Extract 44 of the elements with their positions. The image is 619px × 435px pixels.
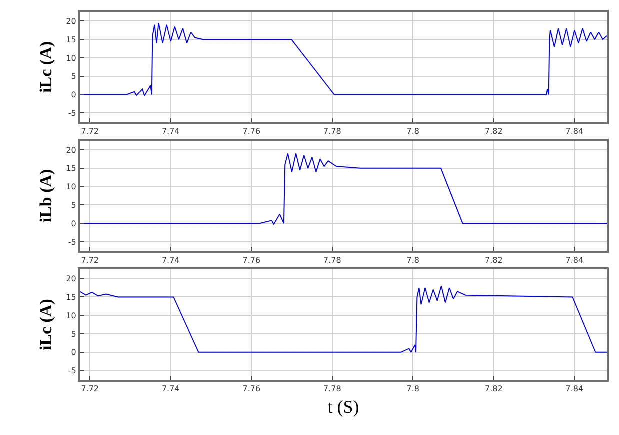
y-tick-label: -5	[68, 109, 76, 118]
x-tick-label: 7.84	[566, 127, 584, 136]
x-tick-label: 7.8	[406, 256, 420, 265]
y-tick-label: 20	[66, 17, 76, 26]
x-tick-label: 7.76	[242, 384, 261, 394]
x-tick-label: 7.74	[162, 256, 180, 265]
y-tick-label: 5	[71, 330, 76, 339]
y-tick-label: 15	[66, 164, 76, 174]
x-tick-label: 7.8	[406, 127, 420, 136]
y-tick-label: 0	[71, 90, 76, 100]
x-tick-label: 7.82	[485, 384, 503, 394]
line-series	[80, 286, 607, 353]
x-tick-label: 7.74	[162, 384, 180, 394]
x-axis-title: t (S)	[328, 397, 360, 418]
y-tick-label: 0	[71, 219, 76, 228]
y-tick-label: 10	[66, 54, 76, 63]
x-tick-label: 7.72	[81, 384, 100, 394]
y-axis-title: iLc (A)	[36, 299, 56, 351]
y-tick-label: -5	[68, 238, 76, 247]
y-tick-label: -5	[68, 366, 76, 376]
x-tick-label: 7.78	[323, 127, 342, 136]
y-tick-label: 10	[66, 311, 76, 320]
y-tick-label: 20	[66, 274, 76, 284]
x-tick-label: 7.76	[242, 256, 261, 265]
x-tick-label: 7.84	[566, 384, 584, 394]
y-tick-label: 15	[66, 293, 76, 302]
y-tick-label: 0	[71, 348, 76, 358]
y-tick-label: 10	[66, 182, 76, 192]
x-tick-label: 7.72	[81, 127, 100, 136]
x-tick-label: 7.78	[323, 384, 342, 394]
x-tick-label: 7.84	[566, 256, 584, 265]
x-tick-label: 7.74	[162, 127, 180, 136]
x-tick-label: 7.82	[485, 127, 503, 136]
x-tick-label: 7.72	[81, 256, 100, 265]
x-tick-label: 7.78	[323, 256, 342, 265]
x-tick-label: 7.8	[406, 384, 420, 394]
x-tick-label: 7.76	[242, 127, 261, 136]
y-tick-label: 5	[71, 72, 76, 82]
x-tick-label: 7.82	[485, 256, 503, 265]
y-tick-label: 5	[71, 201, 76, 210]
y-tick-label: 15	[66, 35, 76, 44]
y-axis-title: iLc (A)	[36, 41, 56, 93]
y-axis-title: iLb (A)	[36, 169, 56, 223]
y-tick-label: 20	[66, 146, 76, 155]
